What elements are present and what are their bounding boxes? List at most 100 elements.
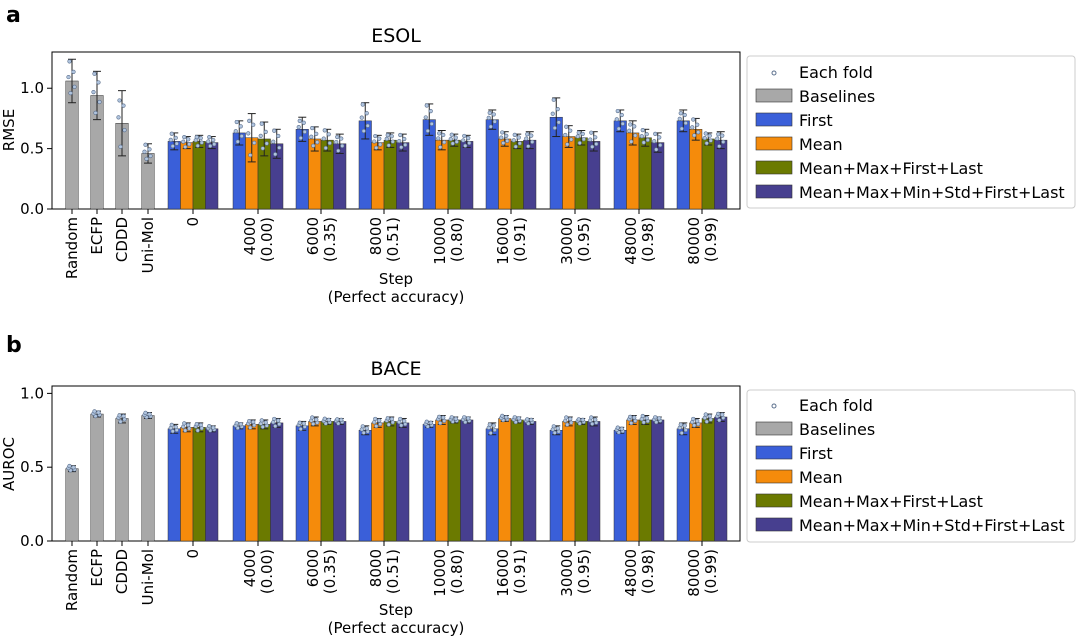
fold-dot [717, 144, 722, 149]
x-tick-label: Random [63, 217, 81, 279]
fold-dot [247, 118, 252, 123]
fold-dot [552, 430, 557, 435]
series-bar [192, 427, 206, 542]
fold-dot [702, 415, 707, 420]
x-tick-label: 8000 [367, 549, 385, 587]
fold-dot [569, 420, 574, 425]
fold-dot [298, 135, 303, 141]
fold-dot [517, 141, 522, 146]
x-ticks-b: Random ECFP CDDD Uni-Mol 0 4000 (0.00) 6000 (0.3… [63, 541, 720, 611]
fold-dot [186, 137, 191, 142]
fold-dot [678, 422, 683, 427]
fold-dot [271, 139, 276, 144]
series-bar [180, 142, 194, 210]
legend-b: Each fold Baselines First Mean Mean+Max+… [746, 389, 1076, 543]
series-bar [510, 419, 524, 542]
x-tick-sublabel: (0.95) [575, 549, 593, 594]
x-tick-label: 6000 [304, 217, 322, 255]
fold-dot [326, 417, 331, 422]
fold-dot [645, 137, 650, 143]
fold-dot [246, 131, 251, 136]
series-bar [626, 419, 640, 542]
fold-dot [277, 422, 282, 427]
x-tick-label: ECFP [88, 549, 106, 587]
fold-dot [92, 71, 97, 76]
fold-dot [378, 142, 383, 147]
fold-dot [614, 117, 619, 122]
x-tick-sublabel: (0.51) [384, 217, 402, 262]
fold-dot [339, 136, 344, 141]
fold-dot [690, 125, 695, 130]
x-tick-sublabel: (0.35) [321, 217, 339, 262]
fold-dot [372, 139, 377, 144]
fold-dot [563, 132, 568, 138]
fold-dot [692, 423, 697, 428]
series-bar [205, 142, 219, 210]
fold-dot [336, 148, 341, 153]
fold-dot [385, 416, 390, 421]
fold-dot [657, 416, 662, 421]
fold-dot [72, 84, 77, 89]
fold-dot [512, 132, 517, 137]
fold-dot [322, 128, 327, 133]
fold-dot [555, 426, 560, 431]
series-bar [383, 139, 397, 210]
x-tick-label: 0 [184, 549, 202, 559]
legend-label-mean: Mean [799, 468, 843, 487]
fold-dot [564, 124, 569, 129]
fold-dot [260, 424, 265, 429]
fold-dot [715, 136, 720, 141]
series-bar [714, 139, 728, 210]
series-bar [574, 421, 588, 542]
series-bar [498, 138, 512, 210]
fold-dot [720, 412, 725, 417]
fold-dot [314, 131, 319, 136]
fold-dot [491, 423, 496, 428]
fold-dot [258, 133, 263, 139]
x-tick-sublabel: (0.91) [511, 549, 529, 594]
fold-dot [315, 140, 320, 145]
fold-dot [627, 128, 632, 133]
fold-dot [707, 413, 712, 419]
fold-dot [66, 74, 71, 80]
x-tick-label: Uni-Mol [139, 217, 157, 273]
x-tick-label: 4000 [241, 549, 259, 587]
fold-dot [311, 421, 316, 427]
fold-dot [314, 417, 319, 422]
fold-dot [386, 422, 391, 427]
fold-dot [378, 422, 383, 427]
chart-title-esol: ESOL [371, 25, 421, 47]
x-tick-label: ECFP [88, 217, 106, 255]
fold-dot [327, 140, 332, 146]
fold-dot [235, 139, 240, 144]
fold-dot [364, 426, 369, 431]
fold-dot [117, 98, 122, 103]
fold-dot [716, 132, 721, 137]
fold-dot [364, 111, 369, 116]
series-bar [308, 421, 322, 542]
series-bar [574, 137, 588, 210]
fold-dot [594, 141, 599, 147]
fold-dot [334, 139, 339, 145]
legend-label-mean: Mean [799, 135, 843, 154]
fold-dot [403, 142, 408, 147]
series-bar [676, 428, 690, 542]
fold-dot [616, 126, 621, 131]
series-bar [549, 430, 563, 542]
fold-dot [488, 430, 493, 436]
fold-dot [252, 140, 257, 145]
chart-title-bace: BACE [371, 358, 422, 380]
fold-dot [505, 138, 510, 144]
fold-dot [144, 156, 149, 161]
legend-swatch-baselines [755, 421, 793, 436]
fold-dot [248, 425, 253, 430]
fold-dot [147, 147, 152, 152]
fold-dot [576, 417, 581, 422]
legend-label-mmfl: Mean+Max+First+Last [799, 159, 983, 178]
series-bar [270, 422, 284, 542]
x-tick-sublabel: (0.51) [384, 549, 402, 594]
y-tick-label: 0.5 [20, 140, 44, 158]
fold-dot [384, 136, 389, 141]
fold-dot [644, 415, 649, 421]
fold-dot [640, 128, 645, 133]
